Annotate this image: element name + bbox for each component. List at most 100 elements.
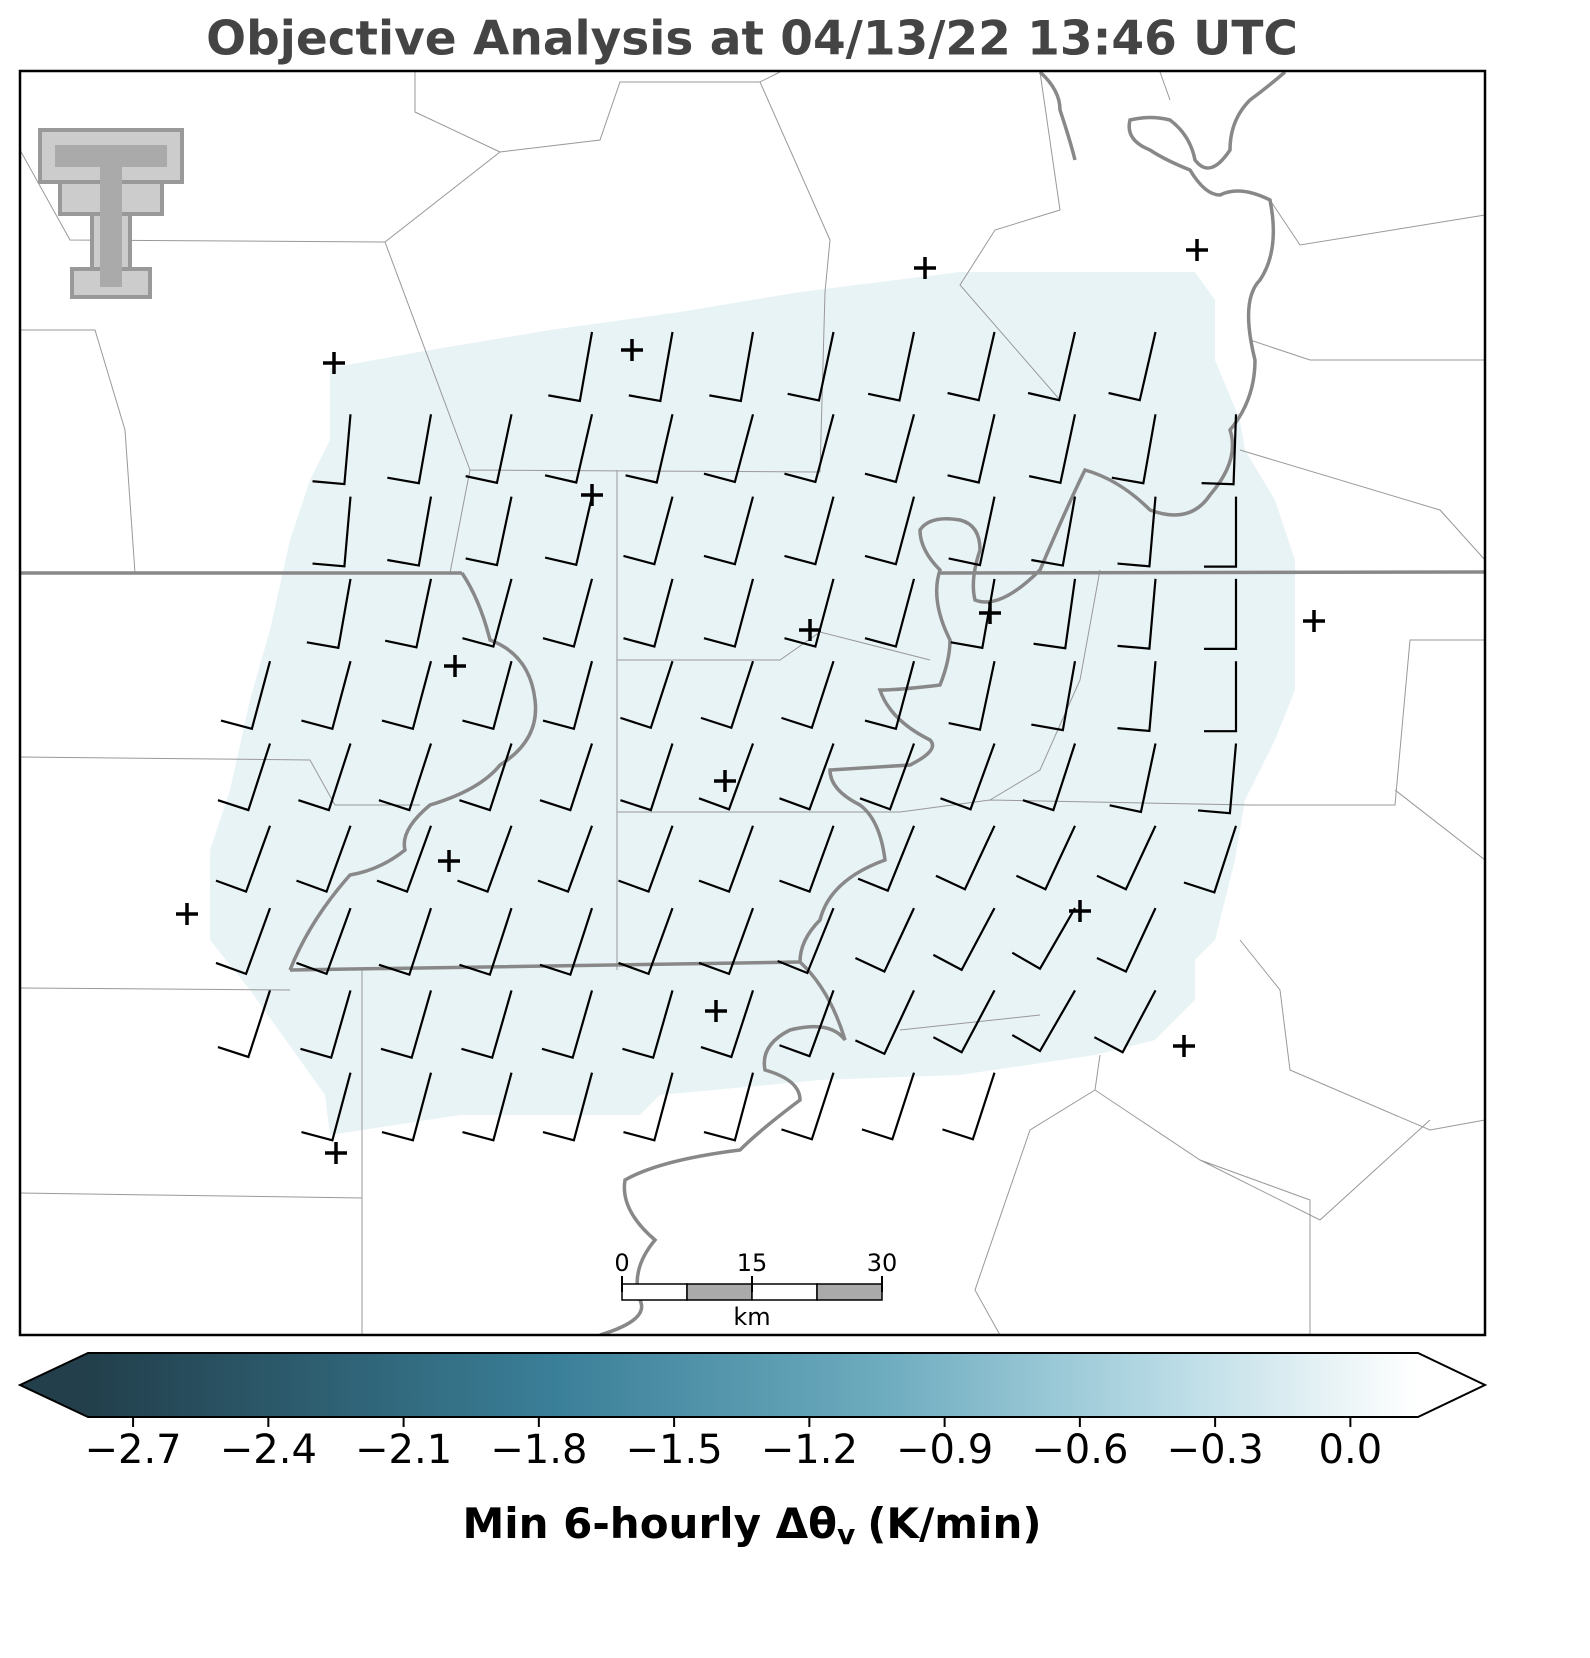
wind-barb	[312, 496, 352, 568]
station-marker	[1303, 610, 1325, 632]
wind-barb	[306, 578, 352, 650]
wind-barb	[784, 414, 835, 484]
scale-tick-label: 0	[614, 1249, 629, 1277]
wind-barb	[784, 496, 835, 566]
wind-barb	[947, 331, 996, 402]
wind-barb	[709, 331, 755, 403]
wind-barb	[864, 496, 916, 566]
wind-barb	[622, 990, 674, 1060]
scale-segment	[751, 1283, 818, 1301]
wind-barb	[1093, 989, 1157, 1054]
wind-barb	[1117, 661, 1157, 733]
wind-barb	[215, 825, 272, 893]
wind-barb	[864, 578, 916, 648]
wind-barb	[387, 496, 433, 567]
wind-barb	[376, 825, 433, 893]
wind-barb	[703, 496, 755, 566]
station-marker	[176, 903, 198, 925]
wind-barb	[950, 578, 996, 650]
colorbar-tick-label: −1.5	[626, 1427, 723, 1473]
wind-barb	[300, 990, 352, 1060]
wind-barb	[700, 990, 755, 1059]
wind-barb	[857, 825, 916, 893]
colorbar-label-sub: v	[837, 1518, 855, 1551]
wind-barb	[864, 414, 916, 484]
wind-barb	[948, 660, 996, 731]
station-marker	[581, 484, 603, 506]
wind-barb	[1204, 578, 1238, 650]
wind-barb	[1096, 825, 1157, 891]
station-marker	[914, 257, 936, 279]
scale-segment	[816, 1283, 883, 1301]
wind-barb	[457, 825, 513, 893]
wind-barb	[537, 825, 594, 893]
map-area	[20, 71, 1485, 1335]
wind-barb	[296, 907, 352, 976]
wind-barb	[380, 990, 433, 1060]
wind-barb	[459, 743, 513, 812]
wind-barb	[298, 743, 352, 812]
wind-barb	[932, 989, 996, 1054]
station-marker	[323, 352, 345, 374]
wind-barb	[217, 743, 272, 812]
station-marker	[621, 339, 643, 361]
scale-segment	[621, 1283, 688, 1301]
wind-barb	[1204, 661, 1238, 733]
wind-barb	[859, 743, 916, 811]
wind-barb	[312, 414, 352, 486]
wind-barb	[1011, 989, 1076, 1053]
colorbar-label-unit: (K/min)	[867, 1499, 1041, 1548]
wind-barb	[935, 825, 996, 891]
scale-segment	[686, 1283, 753, 1301]
wind-barb	[787, 331, 835, 402]
wind-barb	[1111, 414, 1157, 485]
scale-unit: km	[733, 1303, 770, 1331]
station-marker	[325, 1142, 347, 1164]
wind-barb	[620, 743, 674, 812]
wind-barb	[703, 414, 755, 484]
wind-barb	[948, 496, 996, 567]
wind-barb	[462, 578, 513, 648]
wind-barb	[541, 990, 594, 1060]
colorbar-tick-label: −2.4	[220, 1427, 317, 1473]
colorbar-outline	[17, 1352, 1488, 1418]
wind-barb	[544, 414, 594, 484]
colorbar-tick-label: −2.7	[85, 1427, 182, 1473]
wind-barb	[703, 1072, 755, 1142]
wind-barb	[539, 743, 594, 812]
wind-barb	[465, 496, 513, 567]
rivers	[288, 71, 1287, 1335]
wind-barb	[296, 825, 352, 893]
wind-barb	[1031, 496, 1077, 567]
wind-barb	[1204, 496, 1238, 568]
colorbar-label: Min 6-hourly Δθv (K/min)	[462, 1499, 1041, 1552]
wind-barb	[867, 331, 916, 402]
wind-barb	[1031, 661, 1077, 732]
wind-barb	[628, 331, 674, 403]
colorbar-tick-label: −0.6	[1031, 1427, 1128, 1473]
wind-barb	[618, 907, 674, 976]
station-marker	[438, 850, 460, 872]
wind-barb	[381, 1072, 433, 1142]
wind-barb	[215, 907, 272, 976]
logo	[38, 128, 184, 299]
colorbar-label-main: Min 6-hourly Δθ	[462, 1499, 837, 1548]
wind-barb	[932, 907, 996, 972]
station-marker	[705, 1000, 727, 1022]
wind-barb	[1183, 825, 1238, 894]
wind-barb	[700, 660, 755, 730]
wind-barb	[947, 414, 996, 484]
wind-barb	[625, 414, 674, 484]
wind-barb	[942, 1072, 996, 1141]
colorbar-tick-label: −0.3	[1167, 1427, 1264, 1473]
colorbar-tick-label: −0.9	[896, 1427, 993, 1473]
wind-barb	[779, 743, 835, 811]
colorbar-extend-low	[20, 1353, 88, 1417]
colorbar-tick-label: 0.0	[1319, 1427, 1383, 1473]
wind-barb	[542, 1072, 594, 1142]
wind-barb	[779, 825, 835, 893]
wind-barb	[854, 989, 915, 1056]
wind-barb	[623, 496, 674, 566]
wind-barb	[301, 660, 352, 731]
